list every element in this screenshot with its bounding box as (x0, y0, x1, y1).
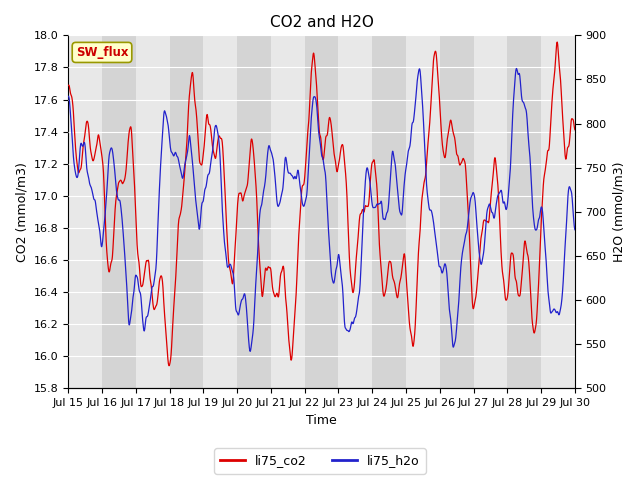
Bar (372, 36, 406, 388)
Bar (170, 36, 204, 388)
Bar (440, 36, 474, 388)
X-axis label: Time: Time (306, 414, 337, 427)
Y-axis label: CO2 (mmol/m3): CO2 (mmol/m3) (15, 162, 28, 262)
Bar (237, 36, 271, 388)
Y-axis label: H2O (mmol/m3): H2O (mmol/m3) (612, 162, 625, 262)
Bar (102, 36, 136, 388)
Bar (305, 36, 339, 388)
Legend: li75_co2, li75_h2o: li75_co2, li75_h2o (214, 448, 426, 474)
Bar (508, 36, 541, 388)
Text: SW_flux: SW_flux (76, 46, 128, 59)
Title: CO2 and H2O: CO2 and H2O (269, 15, 374, 30)
